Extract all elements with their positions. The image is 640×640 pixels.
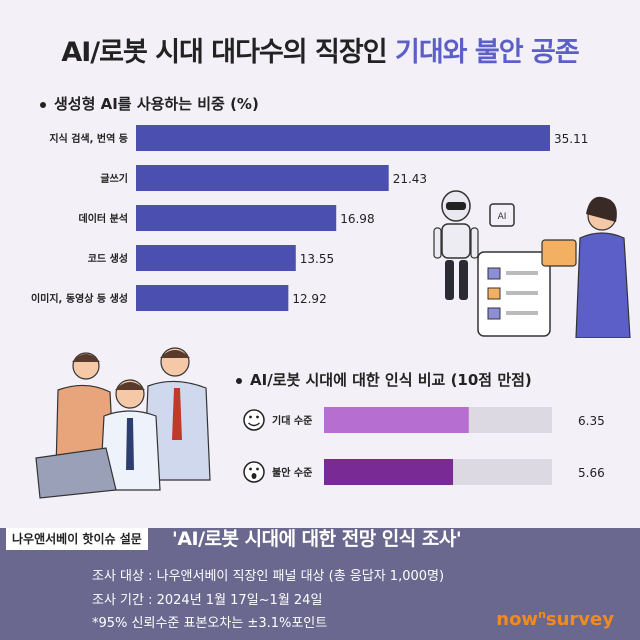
logo-part-survey: survey	[545, 609, 614, 630]
office-workers-illustration	[35, 347, 211, 499]
survey-target: 조사 대상 : 나우앤서베이 직장인 패널 대상 (총 응답자 1,000명)	[92, 569, 445, 584]
survey-title: 'AI/로봇 시대에 대한 전망 인식 조사'	[172, 528, 462, 550]
category-label: 기대 수준	[272, 414, 312, 427]
bar	[136, 165, 389, 191]
surprised-icon	[243, 461, 265, 483]
survey-tag: 나우앤서베이 핫이슈 설문	[6, 528, 148, 550]
bar	[324, 407, 469, 433]
category-label: 코드 생성	[88, 252, 128, 265]
category-label: 데이터 분석	[79, 212, 128, 225]
logo-part-now: now	[496, 609, 539, 630]
woman-icon	[541, 196, 631, 338]
survey-margin: *95% 신뢰수준 표본오차는 ±3.1%포인트	[92, 616, 328, 631]
bar	[324, 459, 454, 485]
page-title: AI/로봇 시대 대다수의 직장인 기대와 불안 공존	[0, 30, 640, 69]
category-label: 지식 검색, 번역 등	[49, 132, 128, 145]
usage-bar-chart: 지식 검색, 번역 등 35.11 글쓰기 21.43 데이터 분석 16.98 코드 생성…	[31, 125, 588, 311]
category-label: 불안 수준	[272, 466, 312, 479]
bar	[136, 205, 337, 231]
svg-text:AI: AI	[498, 212, 507, 222]
title-main: AI/로봇 시대 대다수의 직장인	[61, 37, 395, 68]
value-label: 13.55	[300, 252, 334, 266]
category-label: 글쓰기	[100, 172, 128, 185]
value-label: 6.35	[578, 414, 605, 428]
laptop-icon	[35, 447, 117, 499]
robot-icon	[433, 190, 479, 300]
worker-icon	[99, 379, 161, 491]
nownsurvey-logo: nownsurvey	[496, 608, 614, 630]
ai-chip-icon: AI	[489, 203, 515, 227]
clipboard-icon	[477, 251, 551, 337]
bar	[136, 285, 289, 311]
bullet-icon	[40, 101, 46, 108]
value-label: 16.98	[340, 212, 374, 226]
logo-part-n: n	[538, 608, 546, 621]
smile-icon	[243, 409, 265, 431]
category-label: 이미지, 동영상 등 생성	[31, 292, 128, 305]
survey-period: 조사 기간 : 2024년 1월 17일~1월 24일	[92, 593, 323, 608]
chart2-title-text: AI/로봇 시대에 대한 인식 비교 (10점 만점)	[250, 371, 532, 389]
robot-illustration: AI	[433, 190, 631, 338]
bar	[136, 245, 296, 271]
perception-bar-chart: 기대 수준 6.35 불안 수준 5.66	[243, 407, 605, 485]
title-accent: 기대와 불안 공존	[394, 37, 580, 68]
value-label: 5.66	[578, 466, 605, 480]
value-label: 21.43	[393, 172, 427, 186]
bullet-icon	[236, 377, 242, 384]
value-label: 12.92	[292, 292, 326, 306]
worker-icon	[143, 347, 211, 481]
value-label: 35.11	[554, 132, 588, 146]
chart1-title-text: 생성형 AI를 사용하는 비중 (%)	[54, 95, 259, 113]
chart1-title: 생성형 AI를 사용하는 비중 (%)	[40, 93, 259, 114]
bar	[136, 125, 550, 151]
chart2-title: AI/로봇 시대에 대한 인식 비교 (10점 만점)	[236, 369, 532, 390]
